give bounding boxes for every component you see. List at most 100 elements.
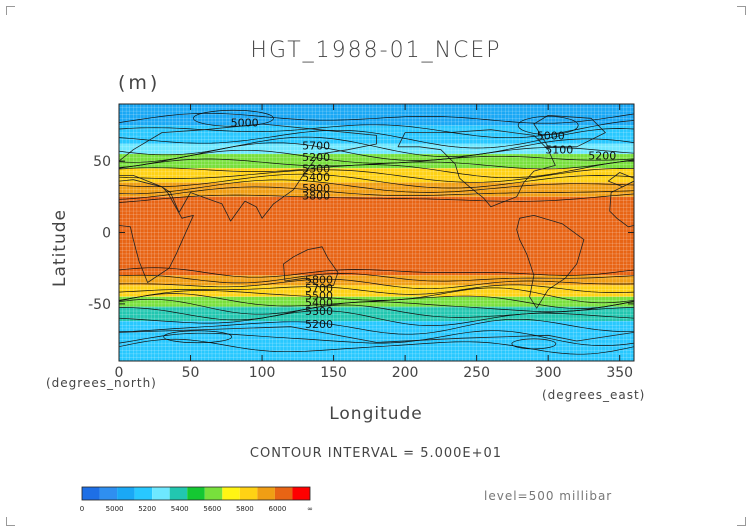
contour-line-12 [118,193,635,203]
contour-line-19 [118,298,635,315]
heat-band-11 [119,321,634,361]
contour-line-23 [118,330,635,346]
corner-mark-top-right [737,6,746,15]
contour-line-0 [118,112,635,124]
chart-title: HGT_1988-01_NCEP [250,38,502,63]
heat-band-7 [119,275,634,286]
x-tick-label: 50 [182,365,200,381]
contour-label: 5700 [302,139,330,152]
contour-line-17 [118,287,635,304]
colorbar-tick-label: 5200 [138,505,156,513]
y-tick-label: -50 [88,297,111,313]
contour-line-13 [118,267,635,278]
contour-label: 5000 [231,117,259,130]
colorbar-swatch [152,487,170,500]
colorbar-swatch [169,487,188,500]
contour-label: 5800 [302,182,330,195]
contour-label: 5100 [545,144,573,157]
y-unit-label: (degrees_north) [46,376,157,390]
colorbar-tick-label: 5800 [236,505,254,513]
x-tick-label: 200 [392,365,419,381]
contour-label: 5400 [305,296,333,309]
contour-line-5 [118,149,635,168]
contour-label: 5300 [302,162,330,175]
land-outline-2 [118,179,194,283]
contour-label: 5400 [302,171,330,184]
land-outline-8 [533,115,606,148]
x-tick-label: 100 [249,365,276,381]
colorbar-frame [81,486,311,501]
contour-closed-south-2 [511,338,557,350]
units-label: (m) [118,72,161,94]
contour-closed-south [163,330,233,344]
contour-line-4 [118,142,635,163]
contour-label: 5800 [305,274,333,287]
contour-line-10 [118,179,635,195]
contour-line-6 [118,158,635,170]
colorbar-tick-label: 0 [80,505,84,513]
x-axis-title: Longitude [329,404,423,424]
x-unit-label: (degrees_east) [542,388,646,402]
corner-mark-bottom-right [737,517,746,526]
colorbar-tick-label: 5000 [106,505,124,513]
contour-line-18 [118,293,635,309]
contour-closed-north [193,109,274,127]
contour-line-16 [118,284,635,295]
colorbar-swatch [82,487,100,500]
heat-band-3 [119,153,634,169]
contour-line-22 [118,318,634,335]
colorbar-swatch [117,487,135,500]
colorbar-tick-label: 5400 [171,505,189,513]
land-outline-6 [283,246,339,288]
colorbar-swatch [99,487,118,500]
heat-band-10 [119,306,634,322]
x-tick-label: 300 [535,365,562,381]
contour-label: 3800 [302,189,330,202]
contour-label: 5200 [588,149,616,162]
contour-label: 5300 [305,305,333,318]
contour-line-8 [118,168,635,183]
heat-band-6 [119,196,634,276]
contour-line-14 [118,273,635,284]
heat-band-8 [119,285,634,297]
contour-line-3 [118,136,635,157]
contour-line-11 [118,186,635,200]
x-tick-label: 150 [320,365,347,381]
heat-band-2 [119,143,634,154]
land-outline-4 [397,129,556,208]
level-text: level=500 millibar [484,489,613,503]
colorbar-swatch [204,487,223,500]
colorbar-tick-label: ∞ [307,505,313,513]
contour-label: 5700 [305,282,333,295]
y-tick-label: 50 [93,154,111,170]
corner-mark-bottom-left [6,517,15,526]
corner-mark-top-left [6,6,15,15]
contour-interval-text: CONTOUR INTERVAL = 5.000E+01 [249,446,503,461]
colorbar-swatch [222,487,240,500]
x-tick-label: 350 [606,365,633,381]
contour-label: 5200 [302,151,330,164]
contour-line-2 [118,128,635,149]
colorbar-swatch [292,487,310,500]
contour-line-7 [118,160,635,179]
colorbar-swatch [134,487,153,500]
x-tick-label: 250 [463,365,490,381]
colorbar-swatch [187,487,205,500]
contour-line-15 [118,278,635,290]
contour-label: 5500 [305,289,333,302]
heat-band-1 [119,125,634,144]
contour-line-20 [119,304,635,321]
contour-closed-north-2 [517,116,579,135]
colorbar-tick-label: 5600 [203,505,221,513]
colorbar-tick-label: 6000 [269,505,287,513]
land-outline-0 [118,123,377,222]
y-tick-label: 0 [102,226,111,242]
colorbar-swatch [274,487,293,500]
x-tick-label: 0 [115,365,124,381]
colorbar-swatch [239,487,258,500]
land-outline-5 [516,215,585,309]
contour-line-21 [118,310,635,326]
colorbar-swatch [257,487,275,500]
contour-label: 5200 [305,318,333,331]
